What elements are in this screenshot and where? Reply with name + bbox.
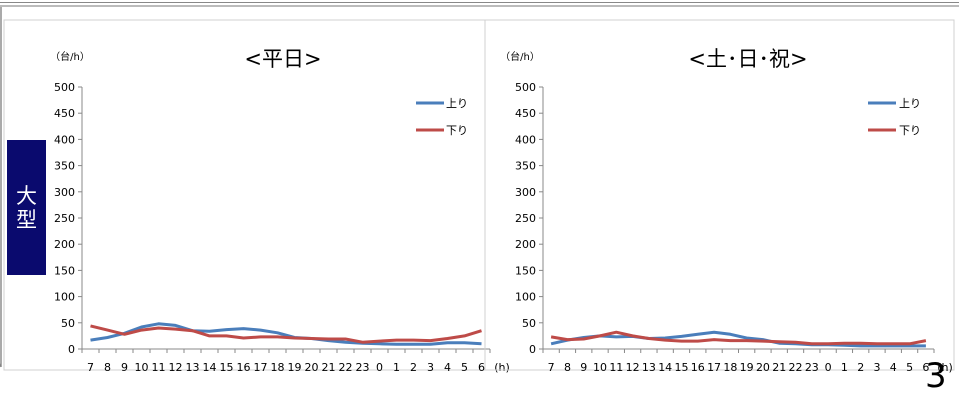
- y-tick-label: 350: [515, 160, 536, 173]
- x-tick-label: 15: [220, 361, 234, 374]
- vehicle-type-label: 大 型: [7, 140, 46, 275]
- y-tick-label: 500: [54, 81, 75, 94]
- y-tick-label: 350: [54, 160, 75, 173]
- x-tick-label: 13: [186, 361, 200, 374]
- series-line-2: [550, 330, 927, 346]
- legend-label-2: 下り: [446, 124, 468, 137]
- x-tick-label: 10: [593, 361, 607, 374]
- x-tick-label: 15: [674, 361, 688, 374]
- x-tick-label: 7: [87, 361, 94, 374]
- x-tick-label: 9: [121, 361, 128, 374]
- x-tick-label: 14: [658, 361, 672, 374]
- x-axis-label: (h): [494, 361, 510, 374]
- x-tick-label: 14: [203, 361, 217, 374]
- x-tick-label: 9: [580, 361, 587, 374]
- x-tick-label: 20: [756, 361, 770, 374]
- x-tick-label: 22: [789, 361, 803, 374]
- x-tick-label: 1: [841, 361, 848, 374]
- y-tick-label: 450: [54, 107, 75, 120]
- y-tick-label: 250: [54, 212, 75, 225]
- x-tick-label: 12: [626, 361, 640, 374]
- chart-title: <平日>: [244, 47, 321, 71]
- x-tick-label: 22: [339, 361, 353, 374]
- legend-label-2: 下り: [899, 124, 921, 137]
- y-axis-label: （台/h）: [500, 50, 540, 63]
- y-tick-label: 0: [529, 343, 536, 356]
- x-tick-label: 4: [890, 361, 897, 374]
- x-tick-label: 20: [305, 361, 319, 374]
- x-tick-label: 7: [548, 361, 555, 374]
- x-tick-label: 23: [805, 361, 819, 374]
- y-tick-label: 150: [54, 264, 75, 277]
- x-tick-label: 5: [906, 361, 913, 374]
- y-tick-label: 450: [515, 107, 536, 120]
- x-tick-label: 3: [873, 361, 880, 374]
- top-rule: [0, 2, 959, 7]
- y-tick-label: 400: [54, 133, 75, 146]
- x-tick-label: 16: [237, 361, 251, 374]
- x-tick-label: 4: [444, 361, 451, 374]
- legend-label-1: 上り: [899, 97, 921, 110]
- x-tick-label: 19: [740, 361, 754, 374]
- x-tick-label: 21: [322, 361, 336, 374]
- y-tick-label: 50: [522, 317, 536, 330]
- y-tick-label: 100: [54, 291, 75, 304]
- y-tick-label: 300: [54, 186, 75, 199]
- x-tick-label: 8: [564, 361, 571, 374]
- x-tick-label: 21: [772, 361, 786, 374]
- x-tick-label: 2: [857, 361, 864, 374]
- vehicle-type-char-1: 大: [16, 183, 37, 208]
- x-tick-label: 17: [707, 361, 721, 374]
- left-rule: [0, 7, 2, 367]
- y-tick-label: 300: [515, 186, 536, 199]
- x-tick-label: 16: [691, 361, 705, 374]
- x-tick-label: 17: [254, 361, 268, 374]
- x-axis-label: (h): [937, 361, 953, 374]
- chart-frame: [484, 19, 955, 371]
- x-tick-label: 8: [104, 361, 111, 374]
- y-tick-label: 250: [515, 212, 536, 225]
- x-tick-label: 5: [461, 361, 468, 374]
- x-tick-label: 12: [169, 361, 183, 374]
- x-tick-label: 13: [642, 361, 656, 374]
- x-tick-label: 6: [922, 361, 929, 374]
- chart-2: <土･日･祝>（台/h）0501001502002503003504004505…: [484, 19, 955, 374]
- y-tick-label: 0: [68, 343, 75, 356]
- x-tick-label: 18: [723, 361, 737, 374]
- y-tick-label: 200: [54, 238, 75, 251]
- chart-frame: [3, 19, 486, 371]
- left-edge-fragment: ): [0, 358, 1, 374]
- x-tick-label: 6: [478, 361, 485, 374]
- x-tick-label: 19: [288, 361, 302, 374]
- y-tick-label: 50: [61, 317, 75, 330]
- x-tick-label: 1: [393, 361, 400, 374]
- page-number: 3: [925, 356, 947, 396]
- legend-label-1: 上り: [446, 97, 468, 110]
- y-tick-label: 150: [515, 264, 536, 277]
- y-axis-label: （台/h）: [50, 50, 90, 63]
- vehicle-type-char-2: 型: [16, 207, 37, 232]
- x-tick-label: 11: [609, 361, 623, 374]
- x-tick-label: 23: [356, 361, 370, 374]
- chart-1: <平日>（台/h）0501001502002503003504004505007…: [3, 19, 510, 374]
- x-tick-label: 2: [410, 361, 417, 374]
- y-tick-label: 400: [515, 133, 536, 146]
- chart-title: <土･日･祝>: [688, 47, 807, 71]
- x-tick-label: 10: [135, 361, 149, 374]
- series-line-1: [90, 322, 482, 346]
- x-tick-label: 0: [376, 361, 383, 374]
- x-tick-label: 11: [152, 361, 166, 374]
- y-tick-label: 100: [515, 291, 536, 304]
- x-tick-label: 0: [825, 361, 832, 374]
- series-line-1: [550, 330, 926, 348]
- y-tick-label: 200: [515, 238, 536, 251]
- x-tick-label: 18: [271, 361, 285, 374]
- x-tick-label: 3: [427, 361, 434, 374]
- y-tick-label: 500: [515, 81, 536, 94]
- series-line-2: [90, 324, 482, 344]
